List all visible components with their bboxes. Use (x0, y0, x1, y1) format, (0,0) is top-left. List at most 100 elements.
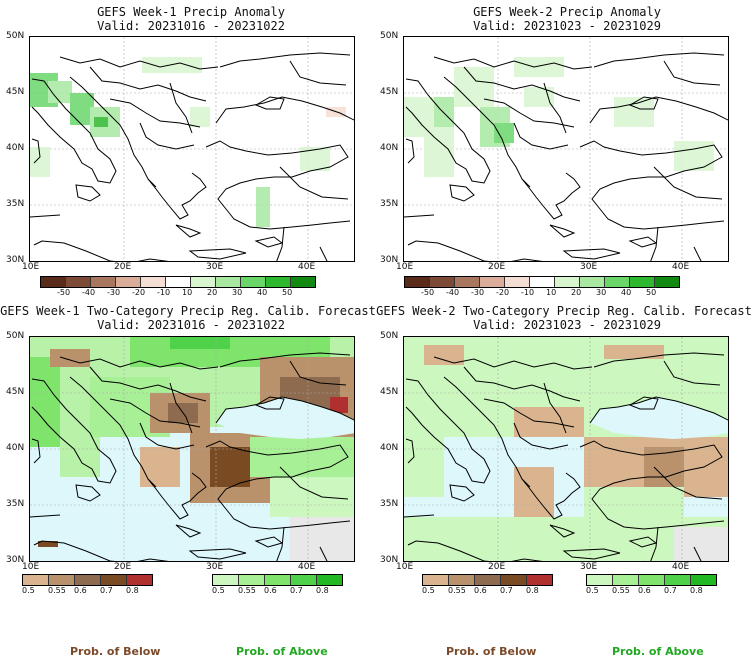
below-colorbar (22, 574, 153, 586)
colorbar-label: 0.55 (448, 586, 466, 595)
colorbar-swatch (530, 277, 555, 287)
colorbar-label: 20 (207, 288, 218, 297)
colorbar-swatch (475, 575, 501, 585)
colorbar-swatch (587, 575, 613, 585)
colorbar-label: 0.8 (126, 586, 139, 595)
colorbar-label: 0.6 (74, 586, 87, 595)
colorbar-label: -40 (446, 288, 460, 297)
colorbar-label: -20 (496, 288, 510, 297)
colorbar-swatch (505, 277, 530, 287)
colorbar-swatch (239, 575, 265, 585)
colorbar-swatch (405, 277, 430, 287)
colorbar-swatch (423, 575, 449, 585)
prob-above-label: Prob. of Above (612, 645, 704, 658)
colorbar-label: 0.8 (316, 586, 329, 595)
panel-title: GEFS Week-1 Precip Anomaly (97, 5, 285, 19)
lat-label: 50N (380, 31, 399, 41)
colorbar-label: 0.6 (264, 586, 277, 595)
colorbar-swatch (23, 575, 49, 585)
lat-label: 45N (380, 387, 399, 397)
colorbar-swatch (665, 575, 691, 585)
lat-label: 35N (380, 199, 399, 209)
prob-below-label: Prob. of Below (70, 645, 161, 658)
colorbar-label: -30 (107, 288, 121, 297)
colorbar-swatch (455, 277, 480, 287)
lat-label: 45N (380, 87, 399, 97)
anomaly-map (29, 36, 355, 262)
colorbar-swatch (605, 277, 630, 287)
colorbar-label: 10 (546, 288, 557, 297)
lon-label: 40E (672, 562, 690, 572)
colorbar-swatch (291, 277, 315, 287)
colorbar-swatch (91, 277, 116, 287)
colorbar-label: 0.6 (638, 586, 651, 595)
colorbar-label: 40 (257, 288, 268, 297)
lon-label: 20E (488, 562, 506, 572)
above-colorbar (212, 574, 343, 586)
panel-subtitle: Valid: 20231023 - 20231029 (473, 318, 661, 332)
colorbar-label: -50 (421, 288, 435, 297)
colorbar-label: 0.7 (664, 586, 677, 595)
colorbar-label: -50 (57, 288, 71, 297)
colorbar-label: 0.8 (526, 586, 539, 595)
lat-label: 45N (6, 387, 25, 397)
prob-below-label: Prob. of Below (446, 645, 537, 658)
colorbar-swatch (655, 277, 679, 287)
colorbar-label: 0.6 (474, 586, 487, 595)
colorbar-swatch (639, 575, 665, 585)
anomaly-map (403, 36, 729, 262)
panel-week1-anomaly: GEFS Week-1 Precip Anomaly Valid: 202310… (0, 0, 376, 300)
panel-week2-two-category: GEFS Week-2 Two-Category Precip Reg. Cal… (376, 300, 752, 662)
colorbar-swatch (241, 277, 266, 287)
lon-label: 30E (580, 562, 598, 572)
lat-label: 40N (380, 143, 399, 153)
lat-label: 35N (6, 499, 25, 509)
colorbar-swatch (213, 575, 239, 585)
colorbar-swatch (266, 277, 291, 287)
colorbar-label: 30 (232, 288, 243, 297)
panel-week2-anomaly: GEFS Week-2 Precip Anomaly Valid: 202310… (376, 0, 752, 300)
colorbar-swatch (127, 575, 152, 585)
colorbar-swatch (480, 277, 505, 287)
prob-above-label: Prob. of Above (236, 645, 328, 658)
lon-label: 40E (298, 262, 316, 272)
lat-label: 40N (6, 443, 25, 453)
colorbar-label: 0.55 (612, 586, 630, 595)
lat-label: 30N (380, 555, 399, 565)
lat-label: 50N (6, 331, 25, 341)
colorbar-label: 0.5 (422, 586, 435, 595)
panel-subtitle: Valid: 20231023 - 20231029 (473, 19, 661, 33)
lon-label: 30E (206, 562, 224, 572)
lon-label: 10E (396, 562, 414, 572)
colorbar-label: 30 (596, 288, 607, 297)
below-colorbar (422, 574, 553, 586)
anomaly-colorbar (404, 276, 680, 288)
colorbar-label: 0.5 (22, 586, 35, 595)
colorbar-label: 40 (621, 288, 632, 297)
colorbar-swatch (430, 277, 455, 287)
lon-label: 40E (298, 562, 316, 572)
panel-subtitle: Valid: 20231016 - 20231022 (97, 318, 285, 332)
panel-title: GEFS Week-2 Two-Category Precip Reg. Cal… (376, 304, 752, 318)
lon-label: 20E (114, 262, 132, 272)
lat-label: 35N (380, 499, 399, 509)
lon-label: 10E (22, 562, 40, 572)
probability-map (29, 336, 355, 562)
lat-label: 30N (380, 255, 399, 265)
colorbar-label: -10 (521, 288, 535, 297)
colorbar-label: -10 (157, 288, 171, 297)
colorbar-label: -40 (82, 288, 96, 297)
colorbar-label: -30 (471, 288, 485, 297)
colorbar-swatch (191, 277, 216, 287)
panel-title: GEFS Week-1 Two-Category Precip Reg. Cal… (0, 304, 376, 318)
colorbar-swatch (527, 575, 552, 585)
colorbar-swatch (116, 277, 141, 287)
colorbar-label: 20 (571, 288, 582, 297)
lon-label: 40E (672, 262, 690, 272)
colorbar-label: 0.7 (290, 586, 303, 595)
colorbar-label: 50 (282, 288, 293, 297)
anomaly-colorbar (40, 276, 316, 288)
colorbar-swatch (630, 277, 655, 287)
colorbar-swatch (66, 277, 91, 287)
colorbar-label: -20 (132, 288, 146, 297)
